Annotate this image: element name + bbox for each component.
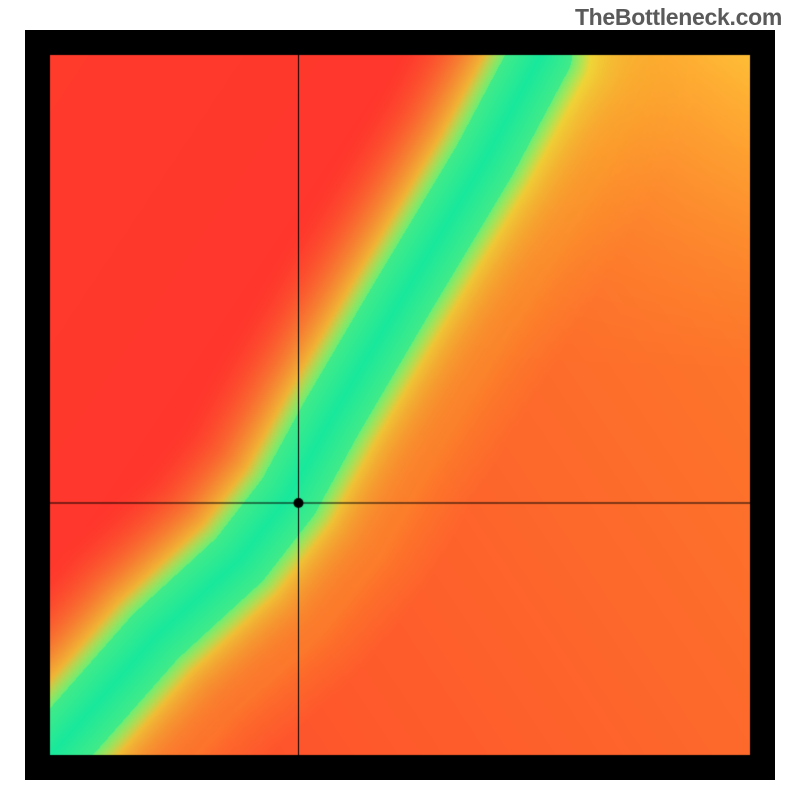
chart-container: TheBottleneck.com: [0, 0, 800, 800]
watermark-text: TheBottleneck.com: [575, 4, 782, 31]
heatmap-canvas: [25, 30, 775, 780]
plot-area: [25, 30, 775, 780]
